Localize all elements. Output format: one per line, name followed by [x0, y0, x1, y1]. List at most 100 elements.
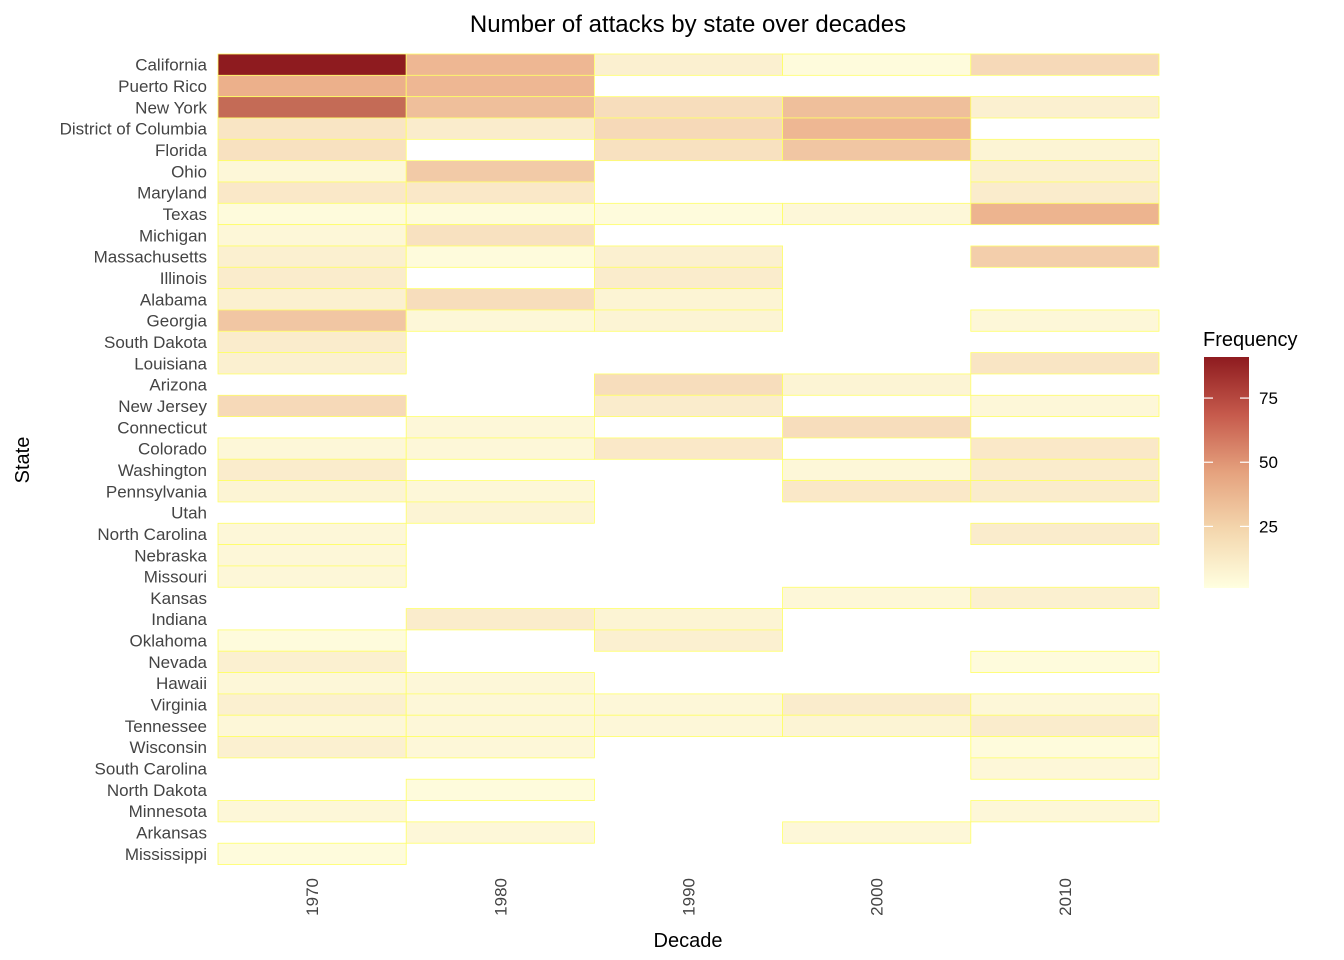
state-tick-label: Mississippi: [125, 845, 207, 864]
heatmap-cell: [594, 437, 784, 460]
heatmap-cell: [217, 117, 407, 140]
heatmap-cell: [405, 608, 595, 631]
heatmap-cell: [970, 160, 1160, 183]
heatmap-cell: [782, 373, 972, 396]
state-tick-label: Nevada: [148, 653, 207, 672]
heatmap-cell: [217, 544, 407, 567]
legend-tick-label: 50: [1259, 453, 1278, 472]
heatmap-cell: [970, 736, 1160, 759]
heatmap-cell: [217, 53, 407, 76]
heatmap-cell: [782, 586, 972, 609]
heatmap-cell: [970, 650, 1160, 673]
heatmap-cell: [217, 160, 407, 183]
heatmap-cell: [217, 74, 407, 98]
heatmap-cell: [970, 96, 1160, 119]
heatmap-cell: [217, 480, 407, 503]
state-tick-label: Tennessee: [125, 717, 207, 736]
heatmap-cell: [217, 138, 407, 162]
heatmap-cell: [217, 714, 407, 737]
heatmap-cell: [217, 245, 407, 268]
heatmap-cell: [594, 714, 784, 737]
heatmap-cell: [405, 202, 595, 226]
state-tick-label: Arizona: [149, 376, 207, 395]
state-tick-label: Maryland: [137, 184, 207, 203]
heatmap-cell: [970, 181, 1160, 204]
y-axis-title: State: [12, 437, 34, 484]
state-tick-label: Illinois: [160, 269, 207, 288]
state-tick-label: Florida: [155, 141, 208, 160]
heatmap-cell: [217, 266, 407, 290]
state-tick-label: California: [135, 56, 207, 75]
heatmap-cell: [405, 821, 595, 844]
heatmap-cell: [405, 778, 595, 801]
heatmap-cell: [970, 714, 1160, 737]
heatmap-cell: [217, 96, 407, 119]
heatmap-cell: [970, 586, 1160, 609]
heatmap-cell: [405, 224, 595, 247]
heatmap-cell: [594, 245, 784, 268]
heatmap-cell: [594, 202, 784, 226]
state-tick-label: Louisiana: [134, 354, 207, 373]
heatmap-cell: [970, 394, 1160, 418]
legend-tick-label: 75: [1259, 389, 1278, 408]
state-tick-label: Hawaii: [156, 674, 207, 693]
heatmap-cell: [970, 693, 1160, 716]
heatmap-cell: [594, 373, 784, 396]
state-axis-labels: California Puerto Rico New York District of…: [60, 56, 208, 864]
heatmap-cell: [970, 480, 1160, 503]
heatmap-cell: [405, 245, 595, 268]
heatmap-cell: [217, 736, 407, 759]
heatmap-cell: [594, 53, 784, 76]
state-tick-label: Colorado: [138, 440, 207, 459]
state-tick-label: Indiana: [151, 610, 207, 629]
decade-tick-label: 1980: [491, 878, 510, 916]
decade-tick-label: 1990: [680, 878, 699, 916]
heatmap-cell: [970, 202, 1160, 226]
decade-tick-label: 1970: [303, 878, 322, 916]
heatmap-cell: [217, 224, 407, 247]
legend: Frequency 25 50 75: [1203, 329, 1298, 588]
heatmap-cell: [405, 480, 595, 503]
heatmap-cells: [217, 53, 1160, 865]
heatmap-cell: [594, 96, 784, 119]
heatmap-cell: [970, 352, 1160, 375]
decade-tick-label: 2010: [1056, 878, 1075, 916]
heatmap-cell: [782, 821, 972, 844]
heatmap-cell: [405, 74, 595, 98]
heatmap-cell: [782, 416, 972, 439]
heatmap-cell: [782, 53, 972, 76]
heatmap-cell: [594, 309, 784, 332]
state-tick-label: Missouri: [144, 568, 207, 587]
heatmap-cell: [782, 714, 972, 737]
heatmap-cell: [405, 181, 595, 204]
heatmap-cell: [217, 842, 407, 865]
heatmap-cell: [217, 437, 407, 460]
heatmap-cell: [405, 416, 595, 439]
state-tick-label: Pennsylvania: [106, 482, 208, 501]
state-tick-label: Arkansas: [136, 824, 207, 843]
heatmap-cell: [217, 181, 407, 204]
state-tick-label: Connecticut: [117, 418, 207, 437]
heatmap-cell: [594, 608, 784, 631]
legend-tick-label: 25: [1259, 517, 1278, 536]
heatmap-cell: [594, 266, 784, 290]
state-tick-label: Minnesota: [129, 802, 208, 821]
state-tick-label: Texas: [163, 205, 207, 224]
state-tick-label: New York: [135, 98, 207, 117]
heatmap-cell: [217, 672, 407, 695]
heatmap-cell: [217, 650, 407, 673]
heatmap-cell: [405, 736, 595, 759]
state-tick-label: Puerto Rico: [118, 77, 207, 96]
state-tick-label: South Carolina: [95, 760, 208, 779]
heatmap-cell: [405, 672, 595, 695]
heatmap-cell: [405, 714, 595, 737]
heatmap-cell: [217, 629, 407, 652]
heatmap-cell: [594, 693, 784, 716]
heatmap-cell: [217, 352, 407, 375]
heatmap-cell: [405, 117, 595, 140]
state-tick-label: Utah: [171, 504, 207, 523]
heatmap-cell: [970, 437, 1160, 460]
heatmap-cell: [217, 330, 407, 354]
heatmap-cell: [970, 53, 1160, 76]
